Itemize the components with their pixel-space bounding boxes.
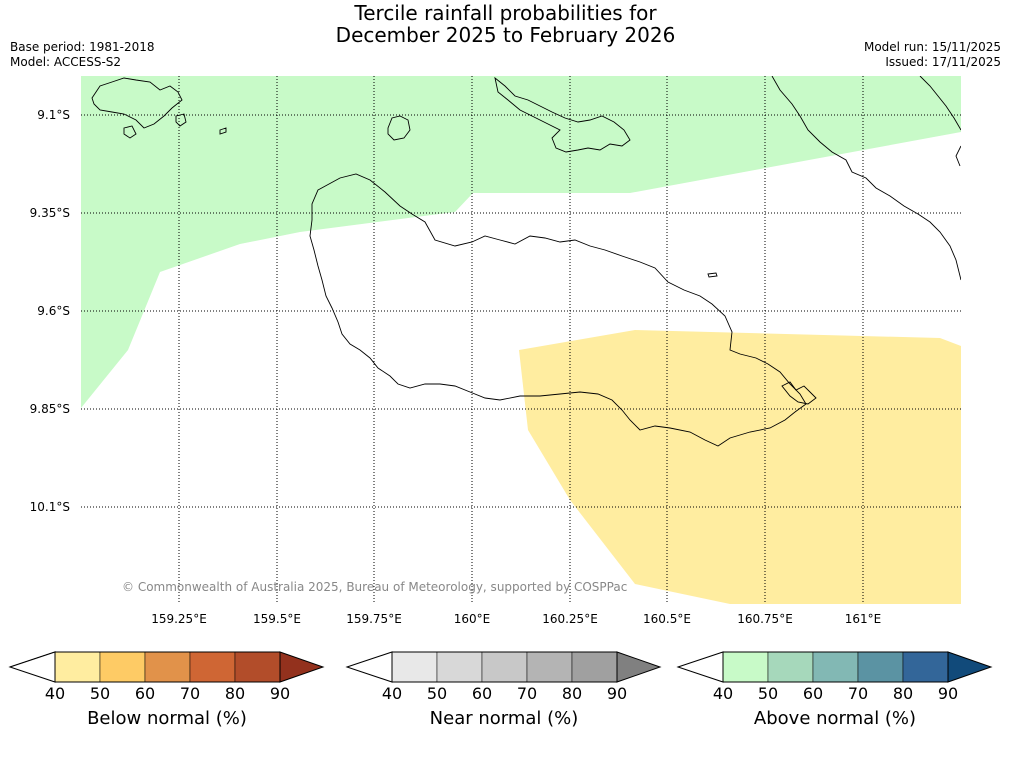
malaita-coastline xyxy=(771,76,961,281)
lat-label: 10.1°S xyxy=(29,500,70,514)
colorbar-tick: 70 xyxy=(179,684,201,703)
lat-label: 9.85°S xyxy=(29,402,70,416)
florida-islands xyxy=(494,76,631,153)
guadalcanal-coastline xyxy=(309,173,807,447)
colorbar-tick: 90 xyxy=(269,684,291,703)
colorbar-tick: 50 xyxy=(426,684,448,703)
map-title-line1: Tercile rainfall probabilities for xyxy=(354,1,657,25)
colorbar-above-normal xyxy=(676,651,993,683)
russell-islands xyxy=(91,77,227,139)
colorbar-tick: 80 xyxy=(224,684,246,703)
model-text: Model: ACCESS-S2 xyxy=(10,55,122,69)
copyright-text: © Commonwealth of Australia 2025, Bureau… xyxy=(122,580,628,594)
savo-island xyxy=(387,115,411,141)
lat-label: 9.1°S xyxy=(37,108,70,122)
colorbar-tick: 90 xyxy=(606,684,628,703)
eastern-islets xyxy=(781,381,817,405)
lat-label: 9.6°S xyxy=(37,304,70,318)
colorbar-tick: 40 xyxy=(44,684,66,703)
lon-label: 159.5°E xyxy=(253,612,301,626)
colorbar-below-normal xyxy=(8,651,325,683)
lon-label: 160°E xyxy=(453,612,491,626)
lon-label: 160.5°E xyxy=(643,612,691,626)
lon-label: 160.75°E xyxy=(737,612,793,626)
maramasike-coastline xyxy=(919,76,961,167)
colorbar-title-near-normal: Near normal (%) xyxy=(429,708,579,729)
colorbar-tick: 90 xyxy=(937,684,959,703)
map-title-line2: December 2025 to February 2026 xyxy=(335,23,676,47)
coastlines xyxy=(91,76,961,447)
small-islet xyxy=(707,272,718,278)
colorbar-tick: 40 xyxy=(712,684,734,703)
grid-lines xyxy=(81,76,961,604)
lon-label: 159.75°E xyxy=(346,612,402,626)
colorbar-tick: 60 xyxy=(134,684,156,703)
colorbar-near-normal xyxy=(345,651,662,683)
lat-label: 9.35°S xyxy=(29,206,70,220)
base-period-text: Base period: 1981-2018 xyxy=(10,40,155,54)
colorbar-tick: 40 xyxy=(381,684,403,703)
lon-label: 159.25°E xyxy=(151,612,207,626)
below-normal-region xyxy=(519,330,961,604)
lon-label: 160.25°E xyxy=(542,612,598,626)
colorbar-tick: 60 xyxy=(802,684,824,703)
colorbar-tick: 80 xyxy=(561,684,583,703)
colorbar-tick: 70 xyxy=(847,684,869,703)
colorbar-tick: 80 xyxy=(892,684,914,703)
colorbar-title-above-normal: Above normal (%) xyxy=(753,708,917,729)
colorbar-tick: 60 xyxy=(471,684,493,703)
colorbar-title-below-normal: Below normal (%) xyxy=(87,708,247,729)
colorbar-tick: 70 xyxy=(516,684,538,703)
above-normal-region xyxy=(81,76,961,408)
model-run-text: Model run: 15/11/2025 xyxy=(863,40,1001,54)
colorbar-tick: 50 xyxy=(757,684,779,703)
lon-label: 161°E xyxy=(844,612,882,626)
issued-text: Issued: 17/11/2025 xyxy=(885,55,1001,69)
colorbar-tick: 50 xyxy=(89,684,111,703)
